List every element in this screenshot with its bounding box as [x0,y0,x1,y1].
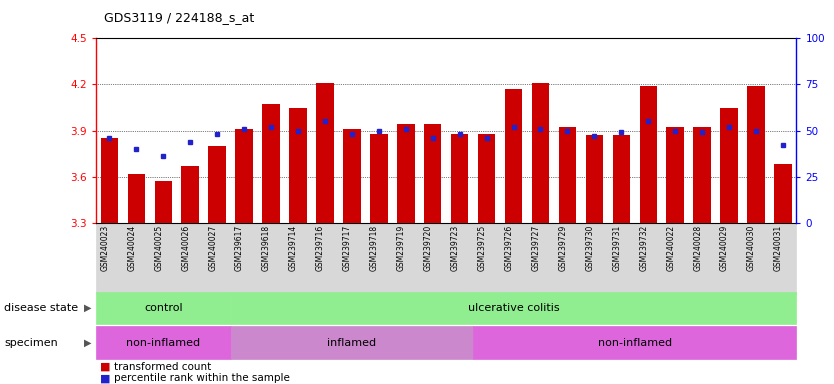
Text: GSM239719: GSM239719 [397,225,406,271]
Text: GSM239732: GSM239732 [640,225,648,271]
Bar [774,164,791,223]
Text: GSM239723: GSM239723 [450,225,460,271]
Text: GSM239730: GSM239730 [585,225,595,271]
Bar [370,134,388,223]
Text: GSM240029: GSM240029 [720,225,729,271]
Text: GSM239720: GSM239720 [424,225,433,271]
Text: GSM239714: GSM239714 [289,225,298,271]
Bar [640,86,657,223]
Text: ▶: ▶ [84,303,92,313]
Bar [424,124,441,223]
Bar [154,181,172,223]
Text: ■: ■ [100,373,111,383]
Bar [262,104,280,223]
Text: transformed count: transformed count [114,362,212,372]
Text: GSM239729: GSM239729 [559,225,567,271]
Bar [316,83,334,223]
Text: GSM240023: GSM240023 [100,225,109,271]
Text: ▶: ▶ [84,338,92,348]
Text: GSM240030: GSM240030 [747,225,756,271]
Text: GSM239618: GSM239618 [262,225,271,271]
Bar [128,174,145,223]
Text: GSM239726: GSM239726 [505,225,514,271]
Bar [693,127,711,223]
Bar [478,134,495,223]
Text: ulcerative colitis: ulcerative colitis [468,303,560,313]
Text: GSM239716: GSM239716 [316,225,325,271]
Text: disease state: disease state [4,303,78,313]
Text: GSM239727: GSM239727 [531,225,540,271]
Text: GSM239718: GSM239718 [369,225,379,271]
Bar [666,127,684,223]
Text: inflamed: inflamed [327,338,376,348]
Bar [559,127,576,223]
Text: GSM240031: GSM240031 [774,225,783,271]
Text: GSM240026: GSM240026 [181,225,190,271]
Text: control: control [144,303,183,313]
Text: GSM240027: GSM240027 [208,225,217,271]
Text: GSM240024: GSM240024 [128,225,136,271]
Text: non-inflamed: non-inflamed [126,338,200,348]
Text: GSM240028: GSM240028 [693,225,702,271]
Bar [451,134,469,223]
Bar [235,129,253,223]
Bar [208,146,226,223]
Bar [101,138,118,223]
Text: GSM240025: GSM240025 [154,225,163,271]
Text: GSM239731: GSM239731 [612,225,621,271]
Bar [612,135,631,223]
Bar [721,108,738,223]
Text: GSM239617: GSM239617 [235,225,244,271]
Text: GSM239725: GSM239725 [478,225,486,271]
Bar [397,124,414,223]
Bar [343,129,360,223]
Bar [585,135,603,223]
Text: specimen: specimen [4,338,58,348]
Text: ■: ■ [100,362,111,372]
Text: percentile rank within the sample: percentile rank within the sample [114,373,290,383]
Text: GSM240022: GSM240022 [666,225,676,271]
Bar [182,166,199,223]
Text: GDS3119 / 224188_s_at: GDS3119 / 224188_s_at [104,12,254,25]
Bar [505,89,522,223]
Bar [747,86,765,223]
Bar [532,83,550,223]
Bar [289,108,307,223]
Text: GSM239717: GSM239717 [343,225,352,271]
Text: non-inflamed: non-inflamed [598,338,672,348]
